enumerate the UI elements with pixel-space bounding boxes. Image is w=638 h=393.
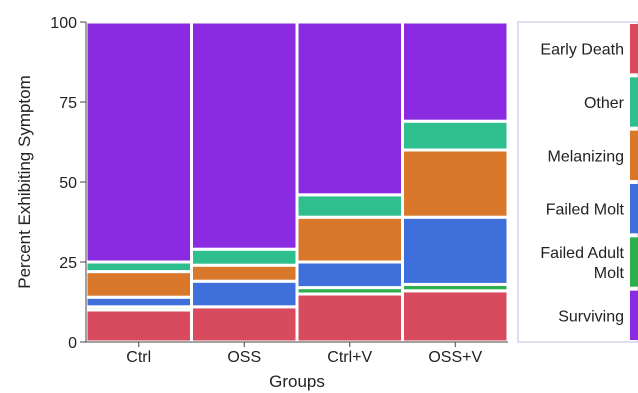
- bar-segment-oss-early-death: [190, 305, 299, 344]
- y-tick-label: 100: [50, 15, 77, 32]
- bar-segment-ctrl-v-failed-molt: [295, 260, 404, 290]
- y-tick-label: 75: [59, 95, 77, 112]
- bar-segment-oss-failed-molt: [190, 279, 299, 309]
- legend: Early Death Other Melanizing Failed Molt Fai…: [517, 21, 638, 343]
- bar-segment-oss-v-melanizing: [401, 148, 510, 219]
- legend-label-melanizing: Melanizing: [548, 148, 624, 165]
- x-tick-label: OSS: [227, 349, 261, 366]
- x-tick-label: Ctrl: [126, 349, 151, 366]
- legend-swatch-failed-adult-molt: [630, 237, 638, 287]
- bar-segment-ctrl-v-melanizing: [295, 215, 404, 264]
- bar-segment-oss-surviving: [190, 20, 299, 251]
- bars-group: [84, 20, 510, 344]
- y-tick-label: 0: [68, 335, 77, 352]
- x-ticks-group: Ctrl OSS Ctrl+V OSS+V: [126, 342, 482, 366]
- legend-label-failed-molt: Failed Molt: [546, 202, 625, 219]
- legend-label-failed-adult-molt: Molt: [594, 265, 625, 282]
- y-tick-label: 25: [59, 255, 77, 272]
- legend-swatch-failed-molt: [630, 184, 638, 234]
- bar-segment-oss-v-early-death: [401, 289, 510, 344]
- x-axis-title: Groups: [269, 372, 325, 391]
- y-ticks-group: 0 25 50 75 100: [50, 15, 86, 352]
- legend-swatch-early-death: [630, 24, 638, 74]
- legend-swatch-other: [630, 77, 638, 127]
- bar-segment-oss-melanizing: [190, 263, 299, 283]
- legend-swatch-surviving: [630, 290, 638, 340]
- y-tick-label: 50: [59, 175, 77, 192]
- bar-segment-ctrl-surviving: [84, 20, 193, 264]
- bar-segment-oss-v-surviving: [401, 20, 510, 123]
- x-tick-label: Ctrl+V: [327, 349, 372, 366]
- bar-segment-ctrl-melanizing: [84, 270, 193, 299]
- bar-segment-ctrl-v-other: [295, 193, 404, 219]
- legend-label-early-death: Early Death: [540, 42, 624, 59]
- legend-frame: [517, 21, 638, 343]
- legend-label-surviving: Surviving: [558, 308, 624, 325]
- y-axis-title: Percent Exhibiting Symptom: [15, 75, 34, 289]
- x-tick-label: OSS+V: [428, 349, 482, 366]
- legend-label-other: Other: [584, 95, 625, 112]
- bar-segment-ctrl-v-early-death: [295, 292, 404, 344]
- legend-label-failed-adult-molt: Failed Adult: [540, 245, 624, 262]
- bar-segment-oss-other: [190, 247, 299, 267]
- bar-segment-oss-v-failed-molt: [401, 215, 510, 286]
- legend-swatch-melanizing: [630, 130, 638, 180]
- bar-segment-ctrl-v-surviving: [295, 20, 404, 197]
- bar-segment-ctrl-early-death: [84, 308, 193, 344]
- bar-segment-oss-v-other: [401, 119, 510, 152]
